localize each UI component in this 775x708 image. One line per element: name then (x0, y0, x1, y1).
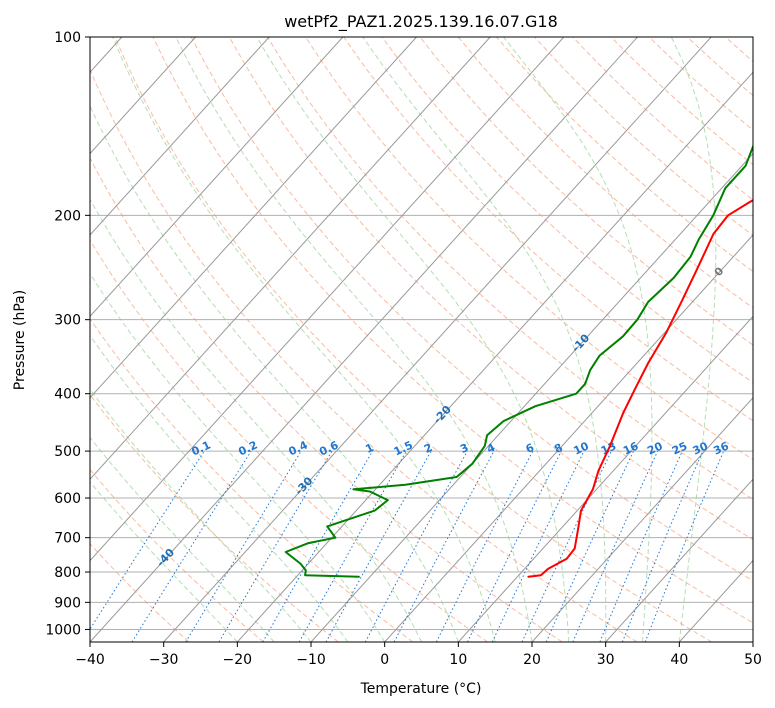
y-tick-label: 900 (54, 595, 81, 611)
y-tick-label: 100 (54, 30, 81, 46)
isotherm (605, 478, 753, 642)
mixing-ratio-line (90, 450, 205, 631)
x-tick-label: 50 (744, 652, 762, 668)
x-tick-label: 30 (597, 652, 615, 668)
moist-adiabat (90, 388, 312, 642)
isotherm (90, 37, 638, 642)
x-tick-label: 20 (523, 652, 541, 668)
dry-adiabat (419, 37, 753, 346)
isotherm (531, 397, 753, 642)
mixing-ratio-line (572, 450, 659, 642)
y-tick-label: 800 (54, 565, 81, 581)
dry-adiabat (305, 37, 753, 461)
x-tick-label: 40 (670, 652, 688, 668)
dry-adiabat (343, 37, 753, 422)
mixing-ratio-line (435, 450, 534, 642)
mixing-ratio-label: 16 (621, 439, 641, 457)
y-tick-label: 500 (54, 444, 81, 460)
mixing-ratio-label: 25 (670, 439, 689, 457)
y-tick-label: 200 (54, 208, 81, 224)
isotherm (163, 37, 712, 642)
mixing-ratio-line (364, 450, 468, 642)
mixing-ratio-line (644, 450, 725, 642)
isotherm (90, 37, 344, 318)
isotherm (457, 315, 753, 642)
dry-adiabat (152, 37, 753, 624)
isotherm-label: -50 (16, 617, 39, 641)
mixing-ratio-label: 10 (572, 439, 592, 457)
mixing-ratio-line (599, 450, 683, 642)
x-tick-label: 10 (449, 652, 467, 668)
isotherm (90, 37, 417, 399)
x-tick-label: −40 (75, 652, 105, 668)
dewpoint-profile (284, 143, 753, 578)
moist-adiabat (670, 37, 717, 642)
dry-adiabat (90, 239, 488, 642)
moist-adiabat (503, 37, 653, 642)
isotherm (384, 234, 753, 642)
x-tick-label: −20 (223, 652, 253, 668)
dry-adiabat (90, 68, 638, 642)
x-tick-label: 0 (380, 652, 389, 668)
moist-adiabat (90, 436, 275, 642)
dry-adiabat (90, 156, 563, 642)
axis-ticks: −40 −30 −20 −10 0 10 20 30 40 50 1000 900 800 700 600 5… (45, 30, 762, 668)
moist-adiabat (362, 37, 607, 642)
dry-adiabat (457, 37, 753, 309)
isotherm (90, 37, 196, 155)
isotherm (90, 37, 491, 480)
y-tick-label: 600 (54, 491, 81, 507)
mixing-ratio-line (621, 450, 704, 642)
isotherm (236, 71, 753, 642)
mixing-ratio-line (325, 450, 432, 642)
isotherm (90, 37, 565, 562)
isotherm (90, 37, 270, 236)
background-lines (90, 37, 753, 642)
profiles (284, 143, 753, 578)
mixing-ratio-line (185, 450, 302, 642)
y-tick-label: 700 (54, 531, 81, 547)
y-tick-label: 1000 (45, 622, 81, 638)
mixing-ratio-line (467, 450, 562, 642)
mixing-ratio-line (298, 450, 407, 642)
temperature-profile (527, 199, 753, 578)
moist-adiabat (175, 37, 533, 642)
mixing-ratio-label: 36 (711, 439, 731, 457)
x-tick-label: −10 (296, 652, 326, 668)
chart-title: wetPf2_PAZ1.2025.139.16.07.G18 (284, 12, 558, 32)
moist-adiabat (90, 481, 238, 642)
moist-adiabat (112, 37, 496, 642)
y-tick-label: 300 (54, 313, 81, 329)
moist-adiabat (90, 198, 422, 642)
x-axis-label: Temperature (°C) (360, 681, 482, 697)
x-tick-label: −30 (149, 652, 179, 668)
dry-adiabat (190, 37, 753, 582)
y-tick-label: 400 (54, 387, 81, 403)
plot-frame (89, 36, 754, 643)
moist-adiabat (256, 37, 570, 642)
y-axis-label: Pressure (hPa) (12, 290, 28, 390)
mixing-ratio-label: 20 (645, 439, 665, 457)
isotherm (752, 641, 753, 642)
moist-adiabat (90, 272, 386, 642)
isotherm (310, 152, 753, 642)
moist-adiabat (90, 334, 349, 642)
mixing-ratio-label: 30 (691, 439, 711, 457)
